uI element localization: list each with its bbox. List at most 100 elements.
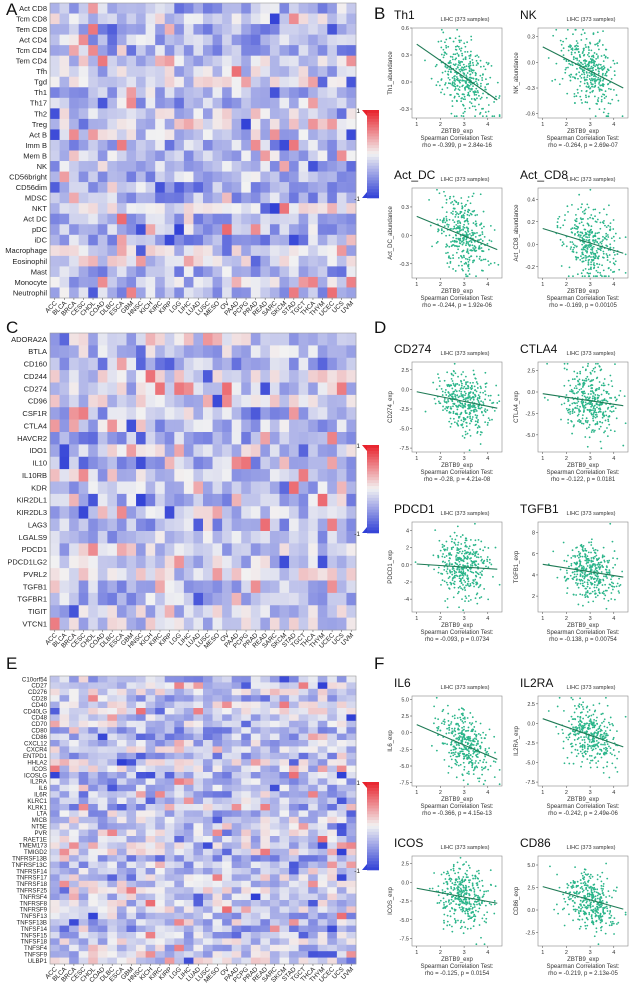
heatmap-cell xyxy=(336,720,347,728)
heatmap-cell xyxy=(59,234,70,246)
heatmap-cell xyxy=(78,3,89,14)
scatter-point xyxy=(457,45,460,48)
heatmap-cell xyxy=(327,287,338,299)
scatter-point xyxy=(461,54,464,57)
heatmap-cell xyxy=(174,245,185,257)
heatmap-cell xyxy=(289,3,299,14)
heatmap-cell xyxy=(336,714,347,722)
heatmap-cell xyxy=(317,13,328,25)
heatmap-cell xyxy=(136,746,146,754)
heatmap-cell xyxy=(327,76,338,88)
heatmap-cell xyxy=(317,580,328,594)
heatmap-cell xyxy=(88,688,99,696)
scatter-point xyxy=(450,112,453,115)
legend-swatch xyxy=(367,796,379,800)
heatmap-cell xyxy=(269,752,280,760)
heatmap-cell xyxy=(203,182,213,193)
heatmap-cell xyxy=(155,580,166,594)
legend-swatch xyxy=(367,489,379,493)
scatter-point xyxy=(491,115,494,118)
heatmap-cell xyxy=(212,938,223,946)
scatter-point xyxy=(600,84,602,87)
scatter-point xyxy=(586,83,589,85)
heatmap-cell xyxy=(126,419,137,433)
heatmap-cell xyxy=(69,87,79,99)
heatmap-cell xyxy=(260,778,271,786)
heatmap-cell xyxy=(203,784,213,792)
heatmap-cell xyxy=(212,746,223,754)
scatter-point xyxy=(496,81,499,84)
heatmap-cell xyxy=(346,900,357,907)
scatter-point xyxy=(600,55,603,57)
heatmap-cell xyxy=(78,727,89,734)
scatter-point xyxy=(473,92,476,94)
heatmap-cell xyxy=(164,543,175,557)
scatter-point xyxy=(445,252,447,255)
heatmap-cell xyxy=(212,701,223,709)
heatmap-cell xyxy=(193,887,204,894)
heatmap-cell xyxy=(174,688,185,696)
heatmap-cell xyxy=(183,688,194,696)
heatmap-cell xyxy=(50,868,60,875)
heatmap-cell xyxy=(260,76,271,88)
heatmap-cell xyxy=(136,752,146,760)
scatter-point xyxy=(574,28,577,31)
heatmap-cell xyxy=(279,810,290,818)
legend-swatch xyxy=(367,462,379,466)
heatmap-cell xyxy=(116,87,127,99)
scatter-point xyxy=(452,228,455,230)
heatmap-cell xyxy=(174,906,185,914)
heatmap-cell xyxy=(126,810,137,818)
legend-swatch xyxy=(367,828,379,833)
heatmap-cell xyxy=(279,861,290,869)
heatmap-cell xyxy=(241,727,252,734)
heatmap-cell xyxy=(126,900,137,907)
heatmap-cell xyxy=(298,714,309,722)
heatmap-cell xyxy=(183,708,194,715)
heatmap-cell xyxy=(155,778,166,786)
scatter-point xyxy=(434,65,437,68)
heatmap-cell xyxy=(59,150,70,162)
heatmap-cell xyxy=(97,97,108,109)
heatmap-cell xyxy=(203,804,213,811)
heatmap-cell xyxy=(107,951,118,958)
heatmap-cell xyxy=(126,682,137,690)
heatmap-cell xyxy=(116,816,127,824)
heatmap-cell xyxy=(269,382,280,396)
heatmap-cell xyxy=(317,555,328,569)
scatter-point xyxy=(566,205,569,208)
test-statistic: rho = -0.244, p = 1.92e-06 xyxy=(422,303,492,309)
heatmap-cell xyxy=(126,432,137,445)
heatmap-cell xyxy=(269,543,280,557)
heatmap-cell xyxy=(289,333,299,346)
heatmap-cell xyxy=(327,925,338,933)
legend-swatch xyxy=(367,156,379,161)
heatmap-cell xyxy=(269,938,280,946)
scatter-point xyxy=(485,115,488,118)
heatmap-cell xyxy=(212,192,223,204)
heatmap-cell xyxy=(289,580,299,594)
heatmap-cell xyxy=(327,55,338,67)
heatmap-cell xyxy=(193,778,204,786)
scatter-point xyxy=(446,223,449,226)
heatmap-cell xyxy=(279,868,290,875)
heatmap-cell xyxy=(136,543,146,557)
heatmap-cell xyxy=(155,203,166,215)
heatmap-cell xyxy=(164,213,175,225)
heatmap-cell xyxy=(193,568,204,581)
heatmap-cell xyxy=(241,957,252,965)
heatmap-cell xyxy=(126,266,137,278)
heatmap-cell xyxy=(203,772,213,779)
heatmap-cell xyxy=(126,234,137,246)
row-label: Mast xyxy=(31,267,48,276)
heatmap-cell xyxy=(269,518,280,532)
x-tick-label: 2 xyxy=(565,122,568,128)
scatter-point xyxy=(457,93,460,96)
heatmap-cell xyxy=(116,108,127,120)
heatmap-cell xyxy=(308,394,319,408)
scatter-point xyxy=(610,78,613,80)
heatmap-cell xyxy=(203,797,213,805)
scatter-point xyxy=(472,247,475,249)
scatter-point xyxy=(601,69,604,71)
heatmap-cell xyxy=(136,97,146,109)
